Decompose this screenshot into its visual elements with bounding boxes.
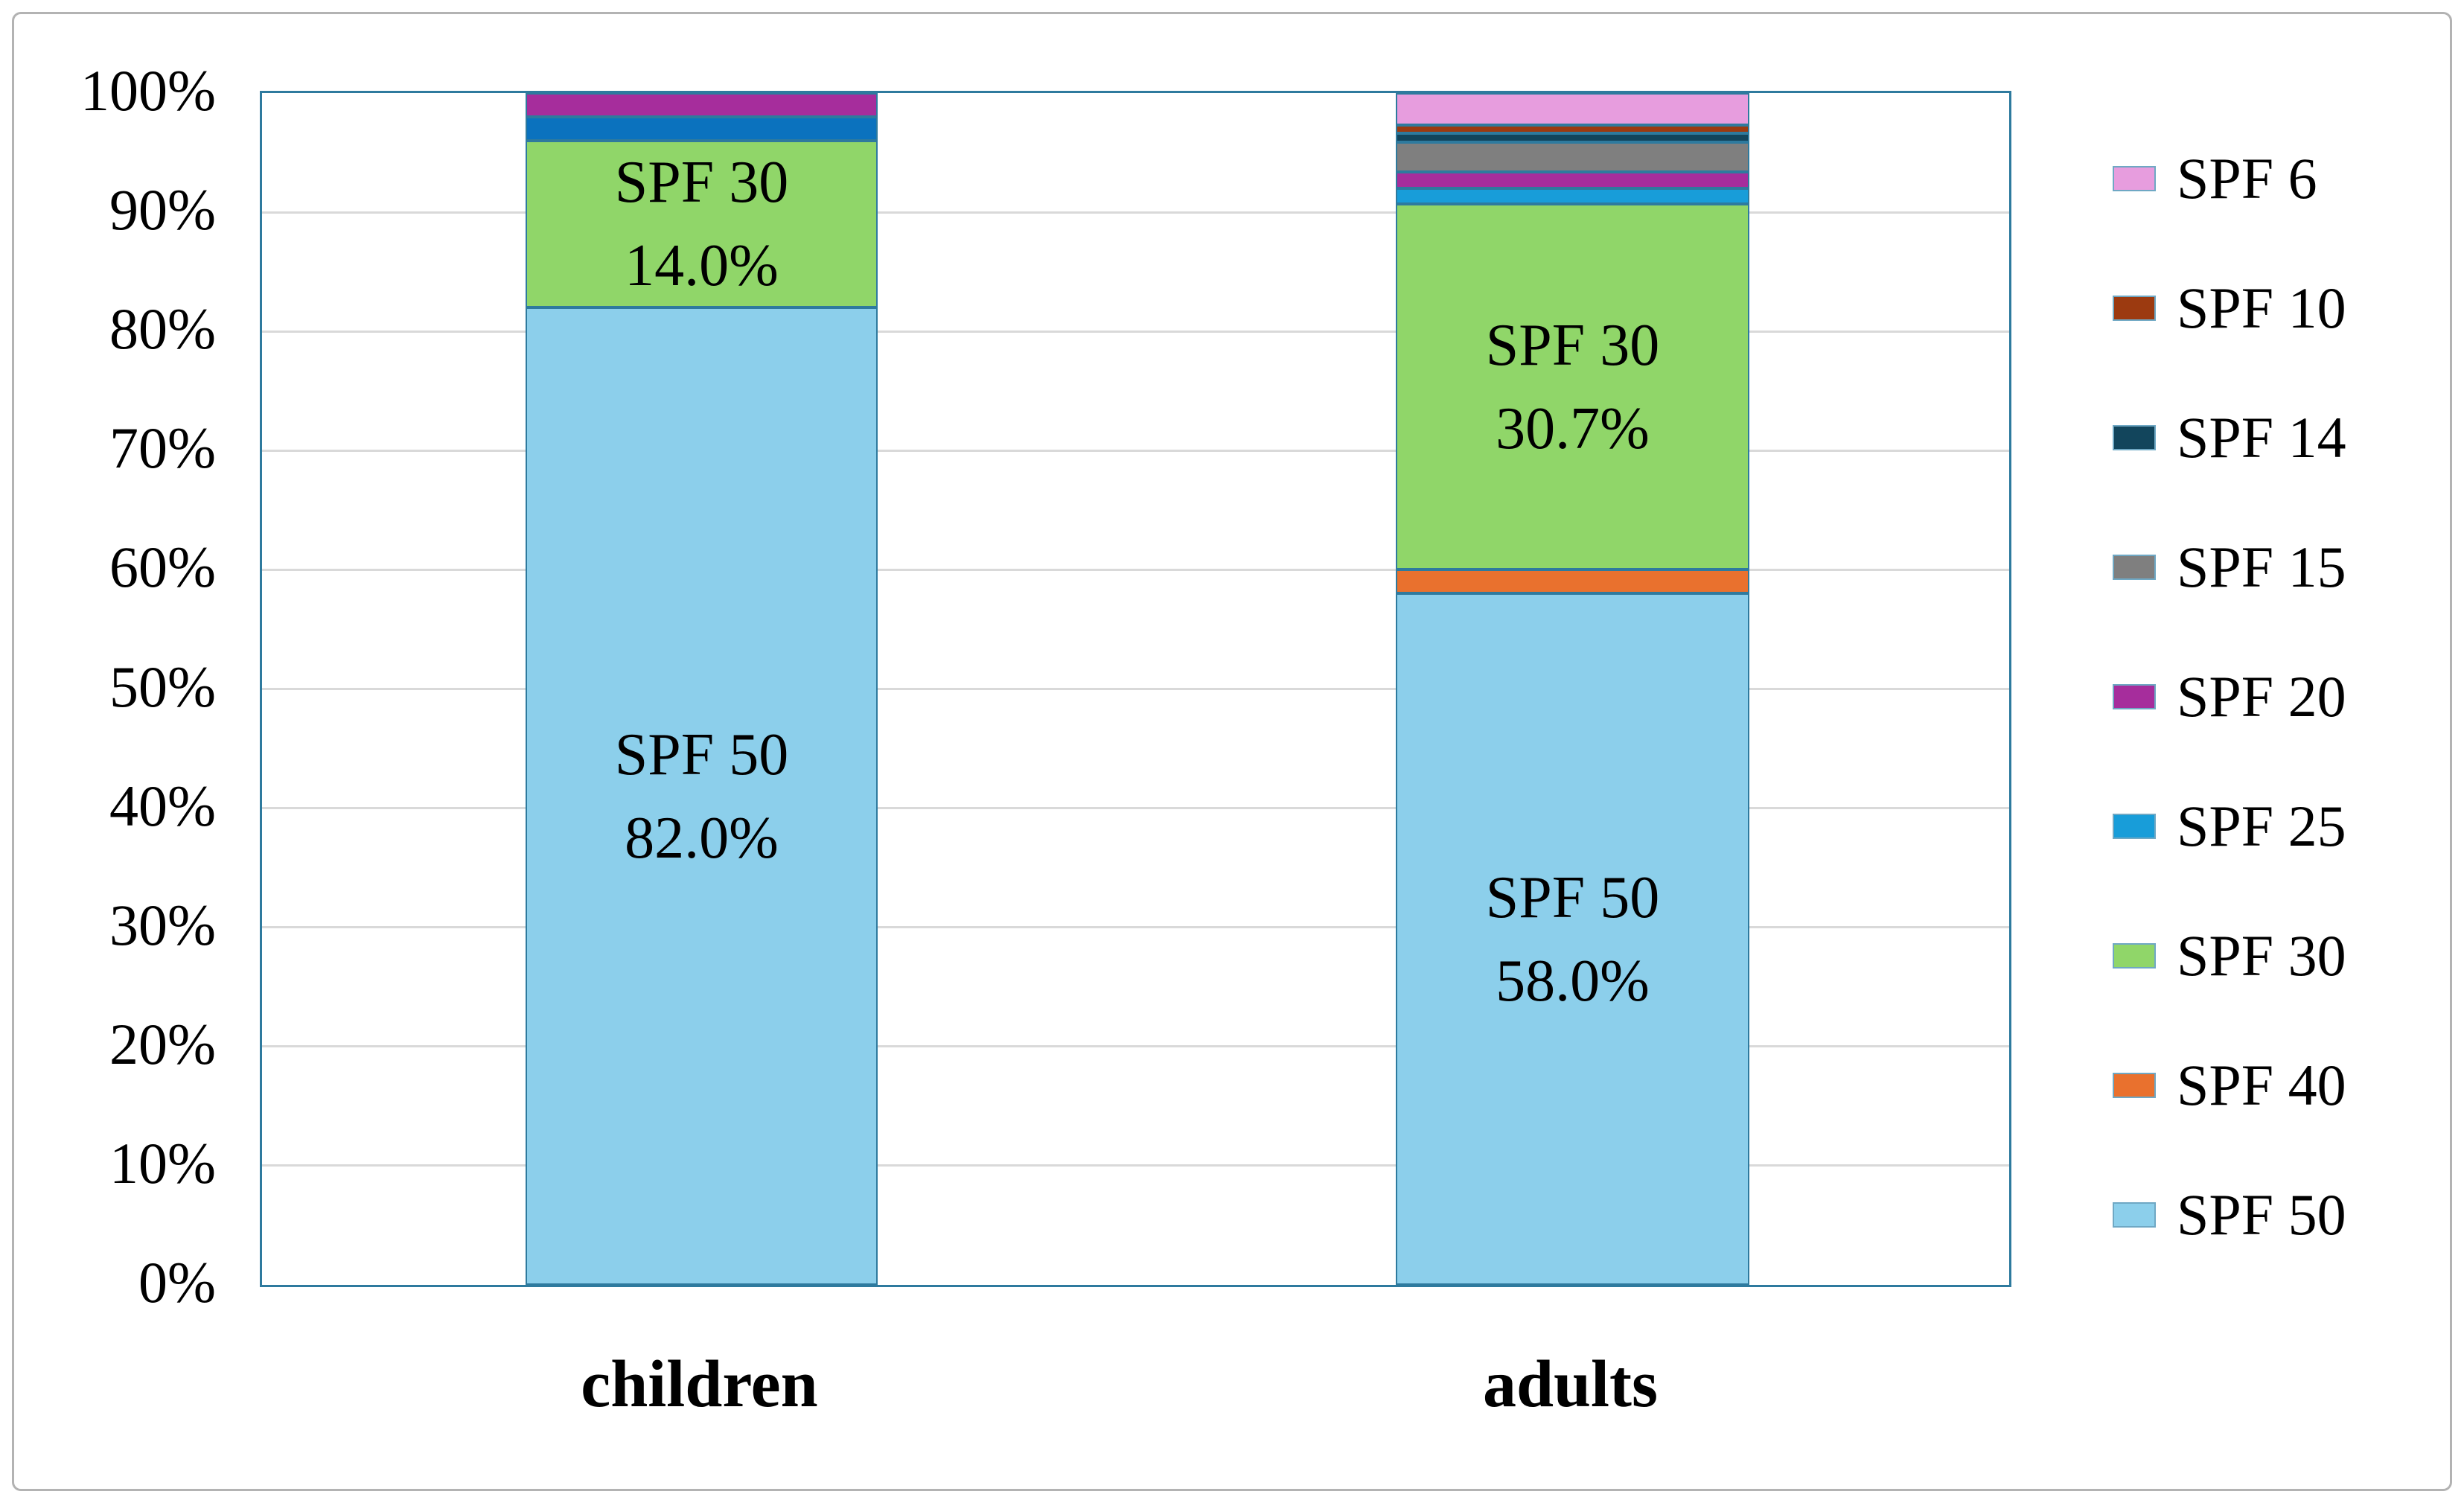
y-tick-label: 30%	[109, 892, 216, 957]
gridline-60pct	[262, 568, 2009, 571]
gridline-70pct	[262, 449, 2009, 452]
figure-border	[12, 12, 2452, 1491]
legend: SPF 6 SPF 10 SPF 14 SPF 15 SPF 20 SPF 25 SPF 3…	[2113, 0, 2440, 1503]
legend-swatch-spf-30	[2113, 943, 2156, 969]
bar-segment-children-spf-30: SPF 30 14.0%	[526, 141, 878, 308]
category-label-adults: adults	[1482, 1347, 1659, 1421]
y-tick-label: 80%	[109, 296, 216, 362]
legend-swatch-spf-15	[2113, 555, 2156, 580]
bar-segment-adults-spf-20	[1396, 171, 1749, 189]
legend-item-spf-40: SPF 40	[2113, 1054, 2346, 1117]
legend-item-spf-20: SPF 20	[2113, 666, 2346, 728]
gridline-40pct	[262, 807, 2009, 810]
bar-segment-children-spf-50: SPF 50 82.0%	[526, 307, 878, 1285]
bar-segment-adults-spf-6	[1396, 93, 1749, 126]
gridline-50pct	[262, 688, 2009, 690]
legend-label: SPF 15	[2177, 534, 2346, 599]
y-tick-label: 0%	[138, 1250, 216, 1315]
gridline-80pct	[262, 330, 2009, 333]
legend-item-spf-14: SPF 14	[2113, 406, 2346, 469]
legend-item-spf-50: SPF 50	[2113, 1184, 2346, 1246]
gridline-10pct	[262, 1164, 2009, 1167]
legend-label: SPF 25	[2177, 794, 2346, 858]
bar-segment-adults-spf-15	[1396, 141, 1749, 172]
y-tick-label: 70%	[109, 415, 216, 481]
legend-item-spf-6: SPF 6	[2113, 147, 2317, 210]
y-tick-label: 50%	[109, 654, 216, 719]
segment-data-label: SPF 50 82.0%	[614, 721, 789, 871]
legend-label: SPF 14	[2177, 405, 2346, 470]
plot-area: SPF 50 82.0% SPF 30 14.0% SPF 50 58.0% SPF …	[260, 91, 2011, 1287]
segment-data-label: SPF 30 30.7%	[1485, 312, 1660, 462]
bar-segment-adults-spf-40	[1396, 569, 1749, 594]
y-tick-label: 100%	[80, 58, 216, 123]
legend-label: SPF 40	[2177, 1053, 2346, 1117]
gridline-90pct	[262, 211, 2009, 214]
y-tick-label: 20%	[109, 1011, 216, 1076]
bar-segment-children-spf-25	[526, 117, 878, 141]
bar-adults: SPF 50 58.0% SPF 30 30.7%	[1396, 93, 1749, 1285]
legend-swatch-spf-20	[2113, 684, 2156, 709]
bar-segment-adults-spf-10	[1396, 125, 1749, 134]
legend-label: SPF 30	[2177, 923, 2346, 988]
bar-segment-adults-spf-14	[1396, 133, 1749, 142]
y-tick-label: 90%	[109, 177, 216, 243]
legend-item-spf-25: SPF 25	[2113, 795, 2346, 858]
legend-swatch-spf-25	[2113, 814, 2156, 839]
bar-segment-adults-spf-30: SPF 30 30.7%	[1396, 203, 1749, 570]
category-label-children: children	[581, 1347, 818, 1421]
segment-data-label: SPF 30 14.0%	[614, 150, 789, 299]
bar-segment-adults-spf-50: SPF 50 58.0%	[1396, 593, 1749, 1285]
bar-segment-children-spf-20	[526, 93, 878, 118]
bar-children: SPF 50 82.0% SPF 30 14.0%	[526, 93, 878, 1285]
gridline-20pct	[262, 1045, 2009, 1048]
legend-label: SPF 20	[2177, 664, 2346, 729]
legend-item-spf-15: SPF 15	[2113, 536, 2346, 599]
legend-item-spf-30: SPF 30	[2113, 925, 2346, 987]
legend-label: SPF 6	[2177, 146, 2317, 211]
y-tick-label: 10%	[109, 1130, 216, 1196]
legend-swatch-spf-50	[2113, 1202, 2156, 1228]
y-tick-label: 60%	[109, 534, 216, 600]
legend-label: SPF 50	[2177, 1182, 2346, 1247]
gridline-30pct	[262, 926, 2009, 929]
legend-item-spf-10: SPF 10	[2113, 277, 2346, 339]
legend-swatch-spf-6	[2113, 166, 2156, 191]
bar-segment-adults-spf-25	[1396, 188, 1749, 204]
y-tick-label: 40%	[109, 773, 216, 838]
legend-swatch-spf-14	[2113, 425, 2156, 450]
segment-data-label: SPF 50 58.0%	[1485, 864, 1660, 1014]
legend-swatch-spf-10	[2113, 296, 2156, 321]
legend-label: SPF 10	[2177, 275, 2346, 340]
legend-swatch-spf-40	[2113, 1073, 2156, 1098]
